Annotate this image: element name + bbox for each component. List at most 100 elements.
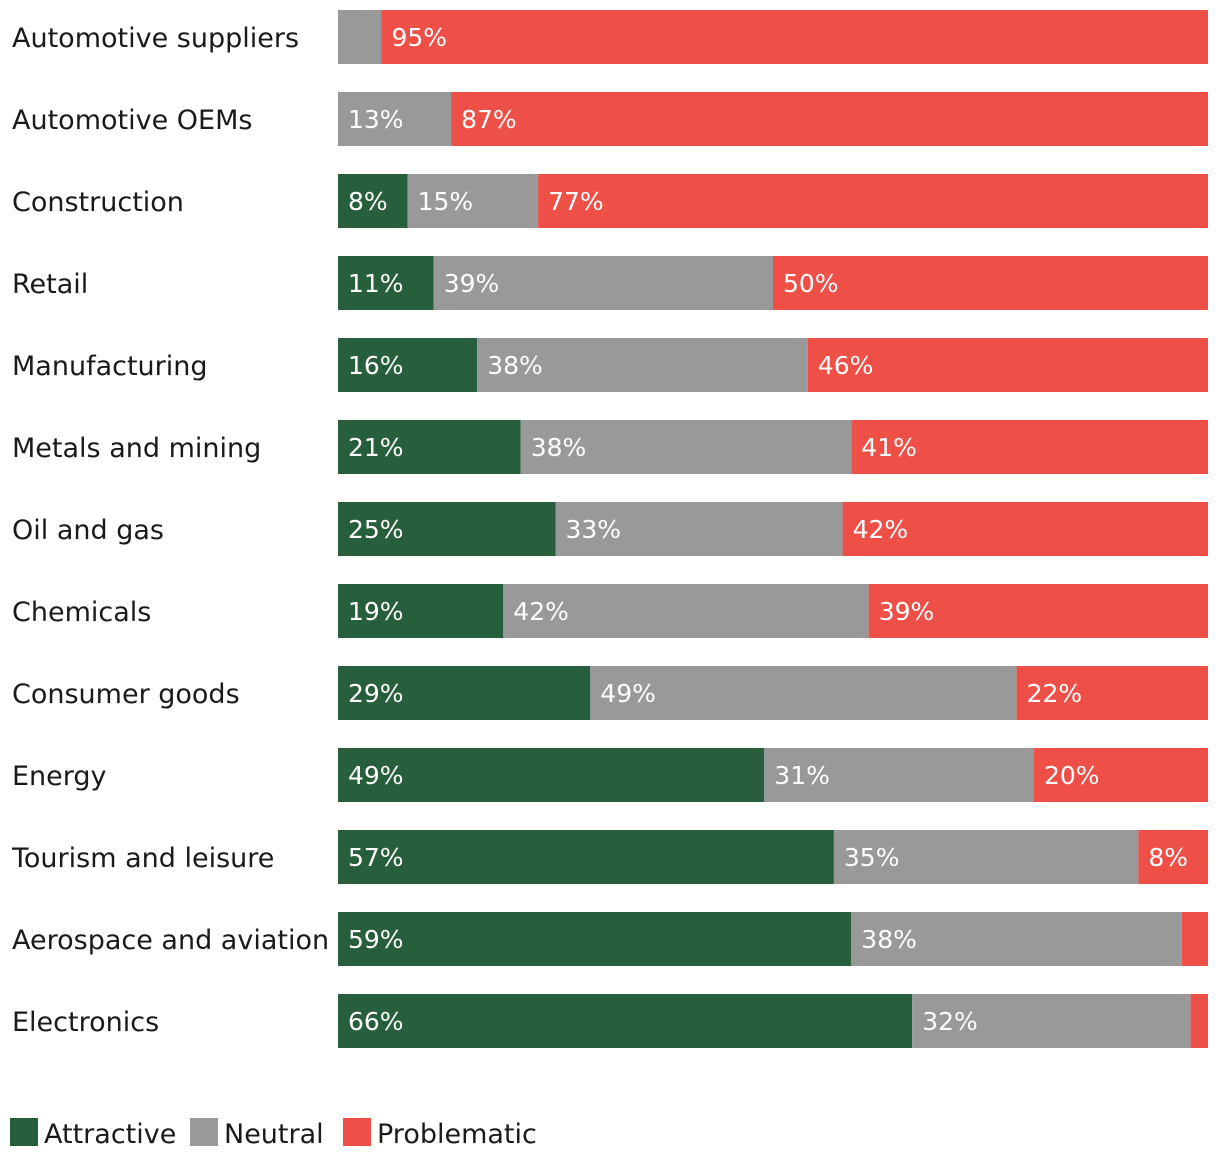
data-label-neutral: 49% bbox=[600, 679, 656, 708]
data-label-attractive: 8% bbox=[348, 187, 388, 216]
bar-segment-problematic bbox=[1181, 912, 1208, 966]
bars-group: Automotive suppliers 95% Automotive OEMs 13… bbox=[11, 10, 1209, 1048]
data-label-neutral: 38% bbox=[861, 925, 917, 954]
legend-swatch-neutral bbox=[190, 1118, 218, 1146]
category-label: Aerospace and aviation bbox=[12, 925, 329, 956]
legend-swatch-problematic bbox=[343, 1118, 371, 1146]
data-label-neutral: 31% bbox=[774, 761, 830, 790]
bar-row-consumer-goods: Consumer goods 29% 49% 22% bbox=[12, 666, 1208, 720]
bar-segment-neutral bbox=[912, 994, 1191, 1048]
bar-row-chemicals: Chemicals 19% 42% 39% bbox=[12, 584, 1208, 638]
data-label-attractive: 49% bbox=[348, 761, 404, 790]
data-label-attractive: 11% bbox=[348, 269, 404, 298]
category-label: Automotive suppliers bbox=[12, 23, 299, 54]
data-label-problematic: 22% bbox=[1027, 679, 1083, 708]
category-label: Tourism and leisure bbox=[11, 843, 274, 874]
bar-segment-neutral bbox=[520, 420, 852, 474]
bar-row-automotive-oems: Automotive OEMs 13% 87% bbox=[12, 92, 1209, 146]
bar-segment-attractive bbox=[338, 174, 408, 228]
category-label: Electronics bbox=[12, 1007, 159, 1038]
bar-segment-problematic bbox=[842, 502, 1208, 556]
bar-segment-problematic bbox=[1190, 994, 1208, 1048]
bar-segment-neutral bbox=[338, 92, 452, 146]
data-label-neutral: 32% bbox=[922, 1007, 978, 1036]
data-label-problematic: 20% bbox=[1044, 761, 1100, 790]
data-label-neutral: 13% bbox=[348, 105, 404, 134]
bar-segment-attractive bbox=[338, 912, 852, 966]
category-label: Chemicals bbox=[12, 597, 151, 628]
data-label-neutral: 35% bbox=[844, 843, 900, 872]
data-label-problematic: 50% bbox=[783, 269, 839, 298]
legend-swatch-attractive bbox=[10, 1118, 38, 1146]
bar-segment-neutral bbox=[407, 174, 539, 228]
category-label: Metals and mining bbox=[12, 433, 261, 464]
data-label-problematic: 87% bbox=[461, 105, 517, 134]
bar-segment-neutral bbox=[764, 748, 1034, 802]
bar-segment-attractive bbox=[338, 748, 765, 802]
category-label: Energy bbox=[12, 761, 107, 792]
category-label: Automotive OEMs bbox=[12, 105, 252, 136]
data-label-neutral: 15% bbox=[418, 187, 474, 216]
legend: Attractive Neutral Problematic bbox=[10, 1118, 537, 1150]
bar-row-aerospace-and-aviation: Aerospace and aviation 59% 38% bbox=[12, 912, 1208, 966]
category-label: Manufacturing bbox=[12, 351, 208, 382]
legend-label-attractive: Attractive bbox=[44, 1119, 176, 1150]
category-label: Consumer goods bbox=[12, 679, 240, 710]
data-label-neutral: 38% bbox=[531, 433, 587, 462]
data-label-attractive: 19% bbox=[348, 597, 404, 626]
data-label-problematic: 46% bbox=[818, 351, 874, 380]
data-label-attractive: 66% bbox=[348, 1007, 404, 1036]
data-label-problematic: 41% bbox=[861, 433, 917, 462]
bar-segment-neutral bbox=[503, 584, 869, 638]
data-label-attractive: 21% bbox=[348, 433, 404, 462]
bar-segment-attractive bbox=[338, 502, 556, 556]
bar-segment-attractive bbox=[338, 338, 478, 392]
bar-row-tourism-and-leisure: Tourism and leisure 57% 35% 8% bbox=[11, 830, 1208, 884]
data-label-attractive: 16% bbox=[348, 351, 404, 380]
bar-row-construction: Construction 8% 15% 77% bbox=[12, 174, 1208, 228]
bar-row-energy: Energy 49% 31% 20% bbox=[12, 748, 1208, 802]
bar-segment-problematic bbox=[773, 256, 1208, 310]
bar-row-metals-and-mining: Metals and mining 21% 38% 41% bbox=[12, 420, 1208, 474]
bar-segment-problematic bbox=[1016, 666, 1208, 720]
data-label-problematic: 39% bbox=[879, 597, 935, 626]
category-label: Retail bbox=[12, 269, 88, 300]
data-label-attractive: 59% bbox=[348, 925, 404, 954]
bar-segment-problematic bbox=[451, 92, 1209, 146]
bar-segment-neutral bbox=[833, 830, 1139, 884]
bar-segment-neutral bbox=[433, 256, 773, 310]
bar-segment-neutral bbox=[555, 502, 843, 556]
bar-segment-problematic bbox=[1138, 830, 1208, 884]
bar-segment-attractive bbox=[338, 420, 521, 474]
bar-row-electronics: Electronics 66% 32% bbox=[12, 994, 1208, 1048]
data-label-problematic: 77% bbox=[548, 187, 604, 216]
category-label: Construction bbox=[12, 187, 184, 218]
bar-row-manufacturing: Manufacturing 16% 38% 46% bbox=[12, 338, 1208, 392]
bar-segment-neutral bbox=[590, 666, 1017, 720]
data-label-attractive: 29% bbox=[348, 679, 404, 708]
bar-row-oil-and-gas: Oil and gas 25% 33% 42% bbox=[12, 502, 1208, 556]
data-label-neutral: 33% bbox=[566, 515, 622, 544]
bar-segment-problematic bbox=[868, 584, 1208, 638]
bar-row-retail: Retail 11% 39% 50% bbox=[12, 256, 1208, 310]
data-label-attractive: 57% bbox=[348, 843, 404, 872]
bar-segment-problematic bbox=[851, 420, 1208, 474]
bar-segment-attractive bbox=[338, 584, 504, 638]
legend-label-problematic: Problematic bbox=[377, 1119, 537, 1150]
bar-segment-neutral bbox=[477, 338, 808, 392]
bar-segment-attractive bbox=[338, 256, 434, 310]
bar-row-automotive-suppliers: Automotive suppliers 95% bbox=[12, 10, 1208, 64]
bar-segment-attractive bbox=[338, 830, 834, 884]
data-label-neutral: 42% bbox=[513, 597, 569, 626]
data-label-problematic: 95% bbox=[392, 23, 448, 52]
data-label-attractive: 25% bbox=[348, 515, 404, 544]
bar-segment-neutral bbox=[338, 10, 382, 64]
data-label-problematic: 42% bbox=[853, 515, 909, 544]
bar-segment-problematic bbox=[538, 174, 1208, 228]
data-label-problematic: 8% bbox=[1148, 843, 1188, 872]
bar-segment-problematic bbox=[1034, 748, 1208, 802]
data-label-neutral: 38% bbox=[487, 351, 543, 380]
bar-segment-attractive bbox=[338, 994, 913, 1048]
bar-segment-attractive bbox=[338, 666, 591, 720]
